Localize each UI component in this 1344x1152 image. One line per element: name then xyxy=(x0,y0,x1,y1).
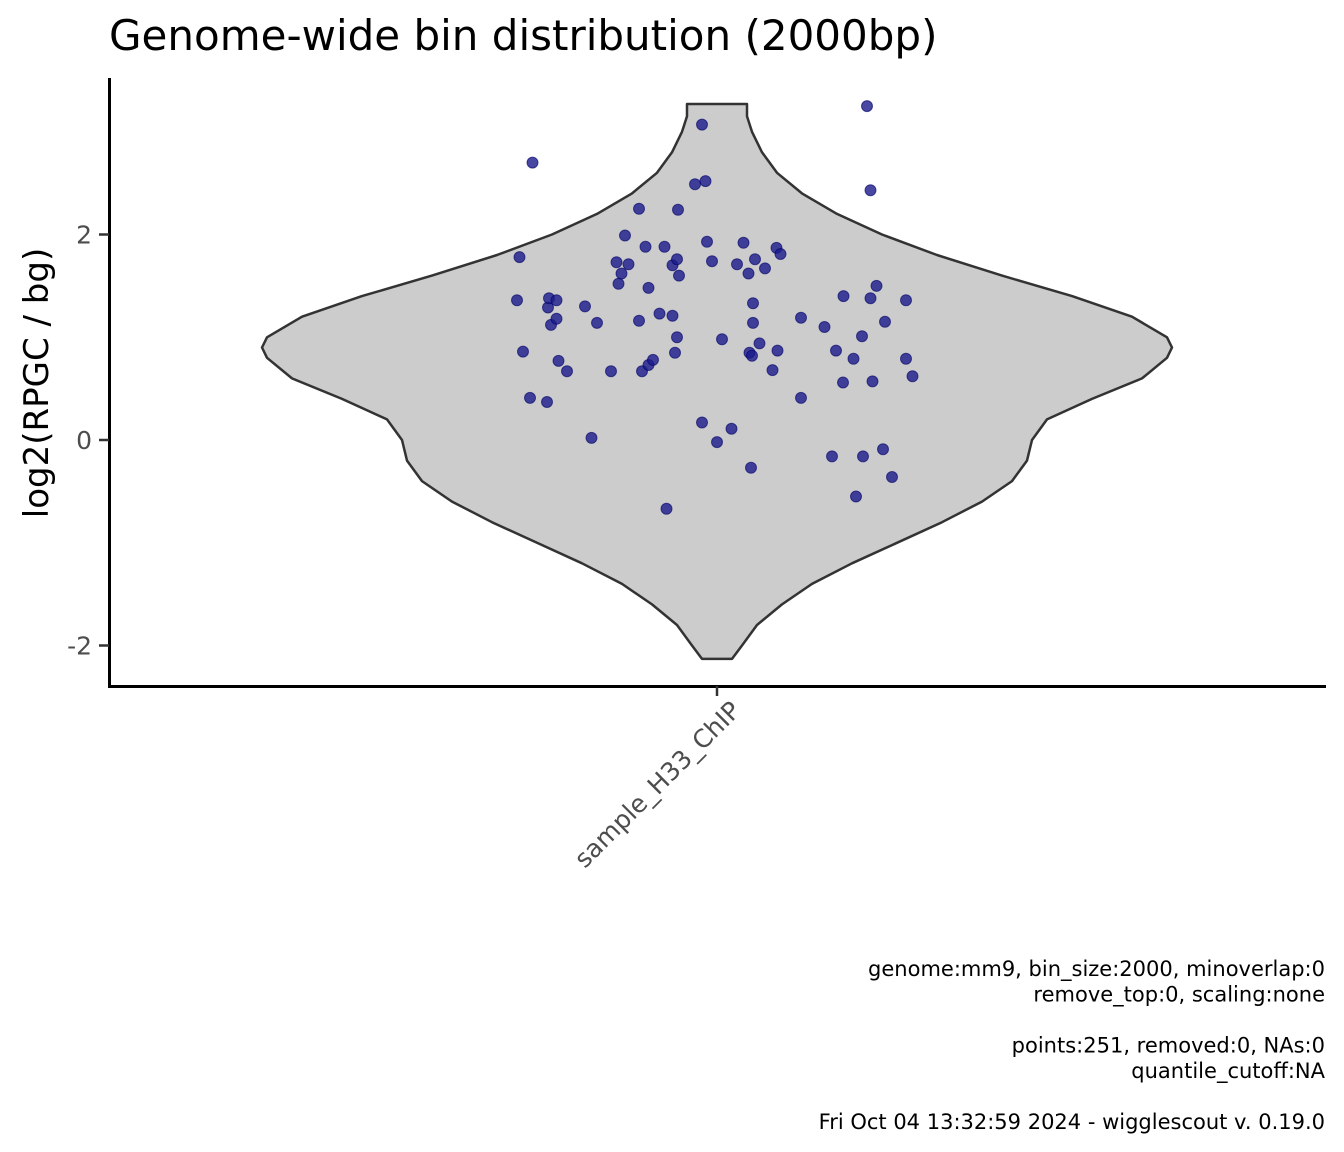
data-point xyxy=(633,314,645,327)
data-point xyxy=(866,375,879,388)
data-point xyxy=(706,255,718,268)
data-point xyxy=(696,118,708,131)
data-point xyxy=(517,345,529,358)
data-point xyxy=(716,333,728,346)
data-point xyxy=(671,331,683,344)
data-point xyxy=(818,321,831,333)
data-point xyxy=(861,100,873,113)
x-tick-label: sample_H33_ChIP xyxy=(569,696,747,874)
data-point xyxy=(830,344,842,357)
data-point xyxy=(639,240,652,253)
data-point xyxy=(619,229,631,242)
caption-line: points:251, removed:0, NAs:0 xyxy=(1012,1034,1325,1058)
data-point xyxy=(877,443,889,456)
data-point xyxy=(669,346,681,359)
y-tick-label: 0 xyxy=(76,426,92,455)
data-point xyxy=(550,294,563,307)
data-point xyxy=(672,203,684,216)
data-point xyxy=(660,502,673,515)
caption: genome:mm9, bin_size:2000, minoverlap:0r… xyxy=(819,957,1326,1134)
points-layer xyxy=(511,100,919,515)
data-point xyxy=(759,262,771,275)
data-point xyxy=(850,490,862,503)
data-point xyxy=(749,253,761,266)
data-point xyxy=(610,256,623,269)
data-point xyxy=(747,297,759,310)
data-point xyxy=(795,391,807,404)
data-point xyxy=(753,337,766,350)
data-point xyxy=(585,431,598,444)
data-point xyxy=(552,354,565,367)
data-point xyxy=(826,450,838,463)
data-point xyxy=(747,316,759,329)
data-point xyxy=(633,202,645,215)
y-tick-label: -2 xyxy=(67,632,92,661)
data-point xyxy=(746,349,758,362)
data-point xyxy=(864,292,877,305)
data-point xyxy=(671,253,683,266)
data-point xyxy=(615,267,628,280)
data-point xyxy=(725,422,738,435)
caption-line: quantile_cutoff:NA xyxy=(1131,1059,1325,1084)
data-point xyxy=(689,178,701,191)
data-point xyxy=(906,370,919,383)
data-point xyxy=(711,436,723,449)
caption-line: remove_top:0, scaling:none xyxy=(1033,983,1325,1008)
y-ticks: -2 0 2 xyxy=(67,221,109,661)
data-point xyxy=(605,365,617,378)
data-point xyxy=(766,364,779,377)
data-point xyxy=(774,248,787,260)
data-point xyxy=(745,461,757,474)
data-point xyxy=(837,376,849,389)
data-point xyxy=(666,309,679,322)
data-point xyxy=(622,258,635,271)
data-point xyxy=(864,184,877,197)
data-point xyxy=(511,294,523,307)
data-point xyxy=(513,251,526,264)
data-point xyxy=(696,416,708,429)
data-point xyxy=(731,258,743,271)
data-point xyxy=(879,315,891,328)
data-point xyxy=(673,269,685,282)
data-point xyxy=(579,300,591,313)
data-point xyxy=(658,240,671,253)
data-point xyxy=(591,316,603,329)
data-point xyxy=(771,344,784,357)
data-point xyxy=(856,330,868,343)
data-point xyxy=(870,279,883,292)
data-point xyxy=(701,235,713,248)
data-point xyxy=(647,353,659,366)
data-point xyxy=(642,281,655,294)
data-point xyxy=(653,307,666,320)
data-point xyxy=(561,365,573,378)
data-point xyxy=(795,311,807,324)
data-point xyxy=(737,236,750,249)
y-axis-label: log2(RPGC / bg) xyxy=(17,248,57,518)
chart-title: Genome-wide bin distribution (2000bp) xyxy=(109,11,937,60)
y-tick-label: 2 xyxy=(76,221,92,250)
data-point xyxy=(699,175,712,188)
plot-area xyxy=(260,100,1174,661)
data-point xyxy=(900,294,912,307)
caption-line: genome:mm9, bin_size:2000, minoverlap:0 xyxy=(868,957,1325,982)
data-point xyxy=(526,156,539,169)
violin-shape xyxy=(260,102,1174,661)
data-point xyxy=(550,312,563,325)
data-point xyxy=(837,290,850,303)
data-point xyxy=(612,277,625,290)
data-point xyxy=(857,450,869,463)
data-point xyxy=(742,267,755,280)
data-point xyxy=(847,352,860,365)
data-point xyxy=(900,352,912,365)
caption-line: Fri Oct 04 13:32:59 2024 - wigglescout v… xyxy=(819,1110,1325,1134)
data-point xyxy=(524,391,536,404)
data-point xyxy=(886,471,898,483)
data-point xyxy=(541,396,553,408)
